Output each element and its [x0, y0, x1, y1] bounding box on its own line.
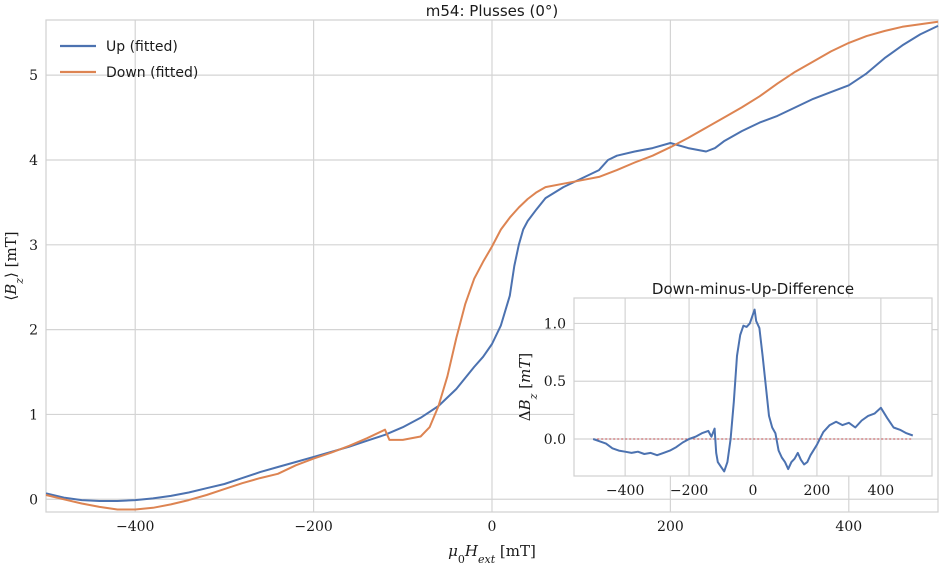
- legend: Up (fitted) Down (fitted): [60, 39, 198, 81]
- main-plot-frame: [45, 19, 939, 513]
- inset-series-line-0: [592, 308, 914, 473]
- inset-xtick-label: 200: [804, 483, 831, 499]
- main-ytick-label: 4: [29, 153, 38, 169]
- inset-series-group: [592, 308, 914, 473]
- inset-ytick-label: 0.0: [544, 432, 566, 448]
- main-xtick-label: 200: [657, 519, 684, 535]
- inset-plot-frame: [573, 297, 933, 477]
- main-x-axis-label: μ0Hext [mT]: [448, 542, 536, 564]
- main-series-line-0: [45, 24, 939, 502]
- inset-chart-title: Down-minus-Up-Difference: [652, 280, 854, 298]
- inset-xtick-label: 400: [867, 483, 894, 499]
- main-ytick-label: 1: [29, 407, 38, 423]
- inset-chart: −400 −200 0 200 400 0.0 0.5 1.0 Down-minus-Up-D…: [516, 280, 933, 499]
- main-xtick-label: 400: [835, 519, 862, 535]
- inset-xtick-label: −200: [670, 483, 708, 499]
- main-series-line-1: [45, 20, 939, 511]
- main-xtick-label: −400: [116, 519, 154, 535]
- inset-xtick-label: −400: [606, 483, 644, 499]
- legend-label-0: Up (fitted): [106, 39, 178, 55]
- main-tick-labels: −400 −200 0 200 400 0 1 2 3 4 5: [29, 68, 862, 535]
- main-ytick-label: 2: [29, 323, 38, 339]
- main-xtick-label: −200: [294, 519, 332, 535]
- main-series-group: [45, 20, 939, 511]
- main-ytick-label: 3: [29, 238, 38, 254]
- main-ytick-label: 0: [29, 492, 38, 508]
- main-y-axis-label: ⟨Bz⟩ [mT]: [2, 231, 26, 300]
- inset-y-axis-label: ΔBz [mT]: [516, 353, 540, 421]
- inset-ytick-label: 1.0: [544, 316, 566, 332]
- main-chart-title: m54: Plusses (0°): [426, 2, 558, 20]
- inset-xtick-label: 0: [749, 483, 758, 499]
- inset-ytick-label: 0.5: [544, 374, 566, 390]
- legend-label-1: Down (fitted): [106, 65, 198, 81]
- inset-tick-labels: −400 −200 0 200 400 0.0 0.5 1.0: [544, 316, 894, 499]
- main-xtick-label: 0: [488, 519, 497, 535]
- main-ytick-label: 5: [29, 68, 38, 84]
